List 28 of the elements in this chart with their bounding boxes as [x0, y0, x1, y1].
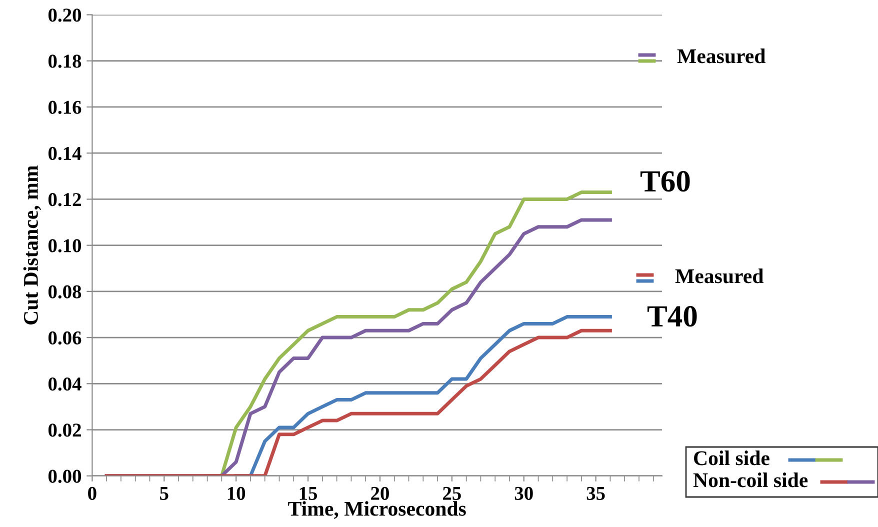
y-tick-label: 0.06 — [48, 331, 82, 345]
text: Non-coil side — [693, 472, 808, 488]
x-tick-label: 10 — [228, 486, 246, 500]
text: Measured — [677, 48, 766, 64]
y-tick-label: 0.16 — [48, 100, 82, 114]
line-series — [104, 328, 612, 476]
x-tick-label: 5 — [160, 487, 168, 500]
annotation: T40 — [647, 306, 697, 327]
x-tick-label: 20 — [371, 486, 389, 500]
x-tick-label: 35 — [586, 486, 605, 500]
y-tick-label: 0.20 — [48, 8, 82, 22]
y-tick-label: 0.04 — [48, 377, 82, 391]
x-tick-label: 30 — [514, 486, 533, 500]
y-tick-label: 0.14 — [48, 146, 82, 160]
y-tick-label: 0.00 — [48, 470, 82, 483]
text: Measured — [675, 268, 764, 284]
y-tick-label: 0.10 — [48, 239, 82, 252]
y-axis-title: Cut Distance, mm — [23, 166, 41, 324]
y-tick-label: 0.02 — [48, 424, 81, 437]
x-axis-title: Time, Microseconds — [288, 501, 466, 519]
y-tick-label: 0.08 — [48, 285, 82, 298]
y-tick-label: 0.18 — [48, 54, 82, 68]
x-tick-label: 25 — [443, 486, 461, 500]
y-tick-label: 0.12 — [48, 193, 81, 206]
x-tick-label: 0 — [88, 486, 96, 500]
annotation: T60 — [640, 171, 690, 192]
x-tick-label: 15 — [300, 486, 318, 500]
text: Coil side — [694, 450, 770, 466]
